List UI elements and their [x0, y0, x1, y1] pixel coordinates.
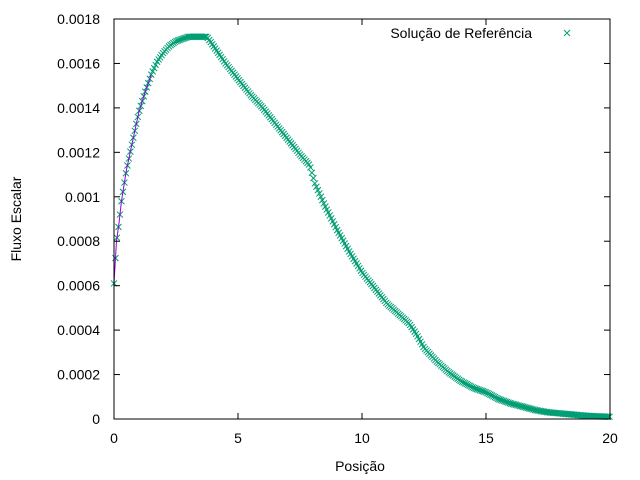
y-tick-label: 0 — [92, 411, 100, 427]
y-tick-label: 0.0018 — [57, 11, 100, 27]
y-axis-label: Fluxo Escalar — [8, 176, 24, 261]
legend: Solução de Referência — [390, 25, 571, 41]
overlay-line — [113, 74, 152, 284]
data-point-marker — [313, 183, 320, 191]
x-tick-label: 0 — [110, 430, 118, 446]
plot-frame — [113, 18, 611, 420]
y-tick-label: 0.0014 — [57, 100, 100, 116]
data-point-marker — [308, 169, 316, 177]
x-tick-label: 5 — [234, 430, 242, 446]
legend-label: Solução de Referência — [390, 25, 532, 41]
y-tick-label: 0.0002 — [57, 367, 100, 383]
data-point-marker — [311, 180, 319, 187]
data-point-marker — [310, 174, 317, 182]
data-markers — [110, 33, 613, 421]
x-tick-label: 15 — [478, 430, 494, 446]
data-point-marker — [314, 186, 322, 194]
y-axis-ticks: 0 0.0002 0.0004 0.0006 0.0008 0.001 0.0012 0.00… — [57, 11, 610, 427]
legend-marker — [563, 29, 571, 37]
y-tick-label: 0.0008 — [57, 233, 100, 249]
data-point-marker — [318, 196, 326, 204]
x-axis-ticks: 0 5 10 15 20 — [110, 19, 618, 446]
data-point-marker — [317, 193, 325, 201]
y-tick-label: 0.001 — [65, 189, 100, 205]
y-tick-label: 0.0004 — [57, 322, 100, 338]
x-tick-label: 20 — [602, 430, 618, 446]
axes — [113, 18, 611, 420]
x-tick-label: 10 — [354, 430, 370, 446]
y-tick-label: 0.0016 — [57, 55, 100, 71]
data-point-marker — [307, 164, 314, 171]
y-tick-label: 0.0006 — [57, 278, 100, 294]
y-tick-label: 0.0012 — [57, 144, 100, 160]
x-axis-label: Posição — [335, 458, 385, 474]
data-point-marker — [315, 190, 323, 197]
legend-marker-stroke — [563, 29, 571, 37]
overlay-line-group — [113, 74, 152, 284]
